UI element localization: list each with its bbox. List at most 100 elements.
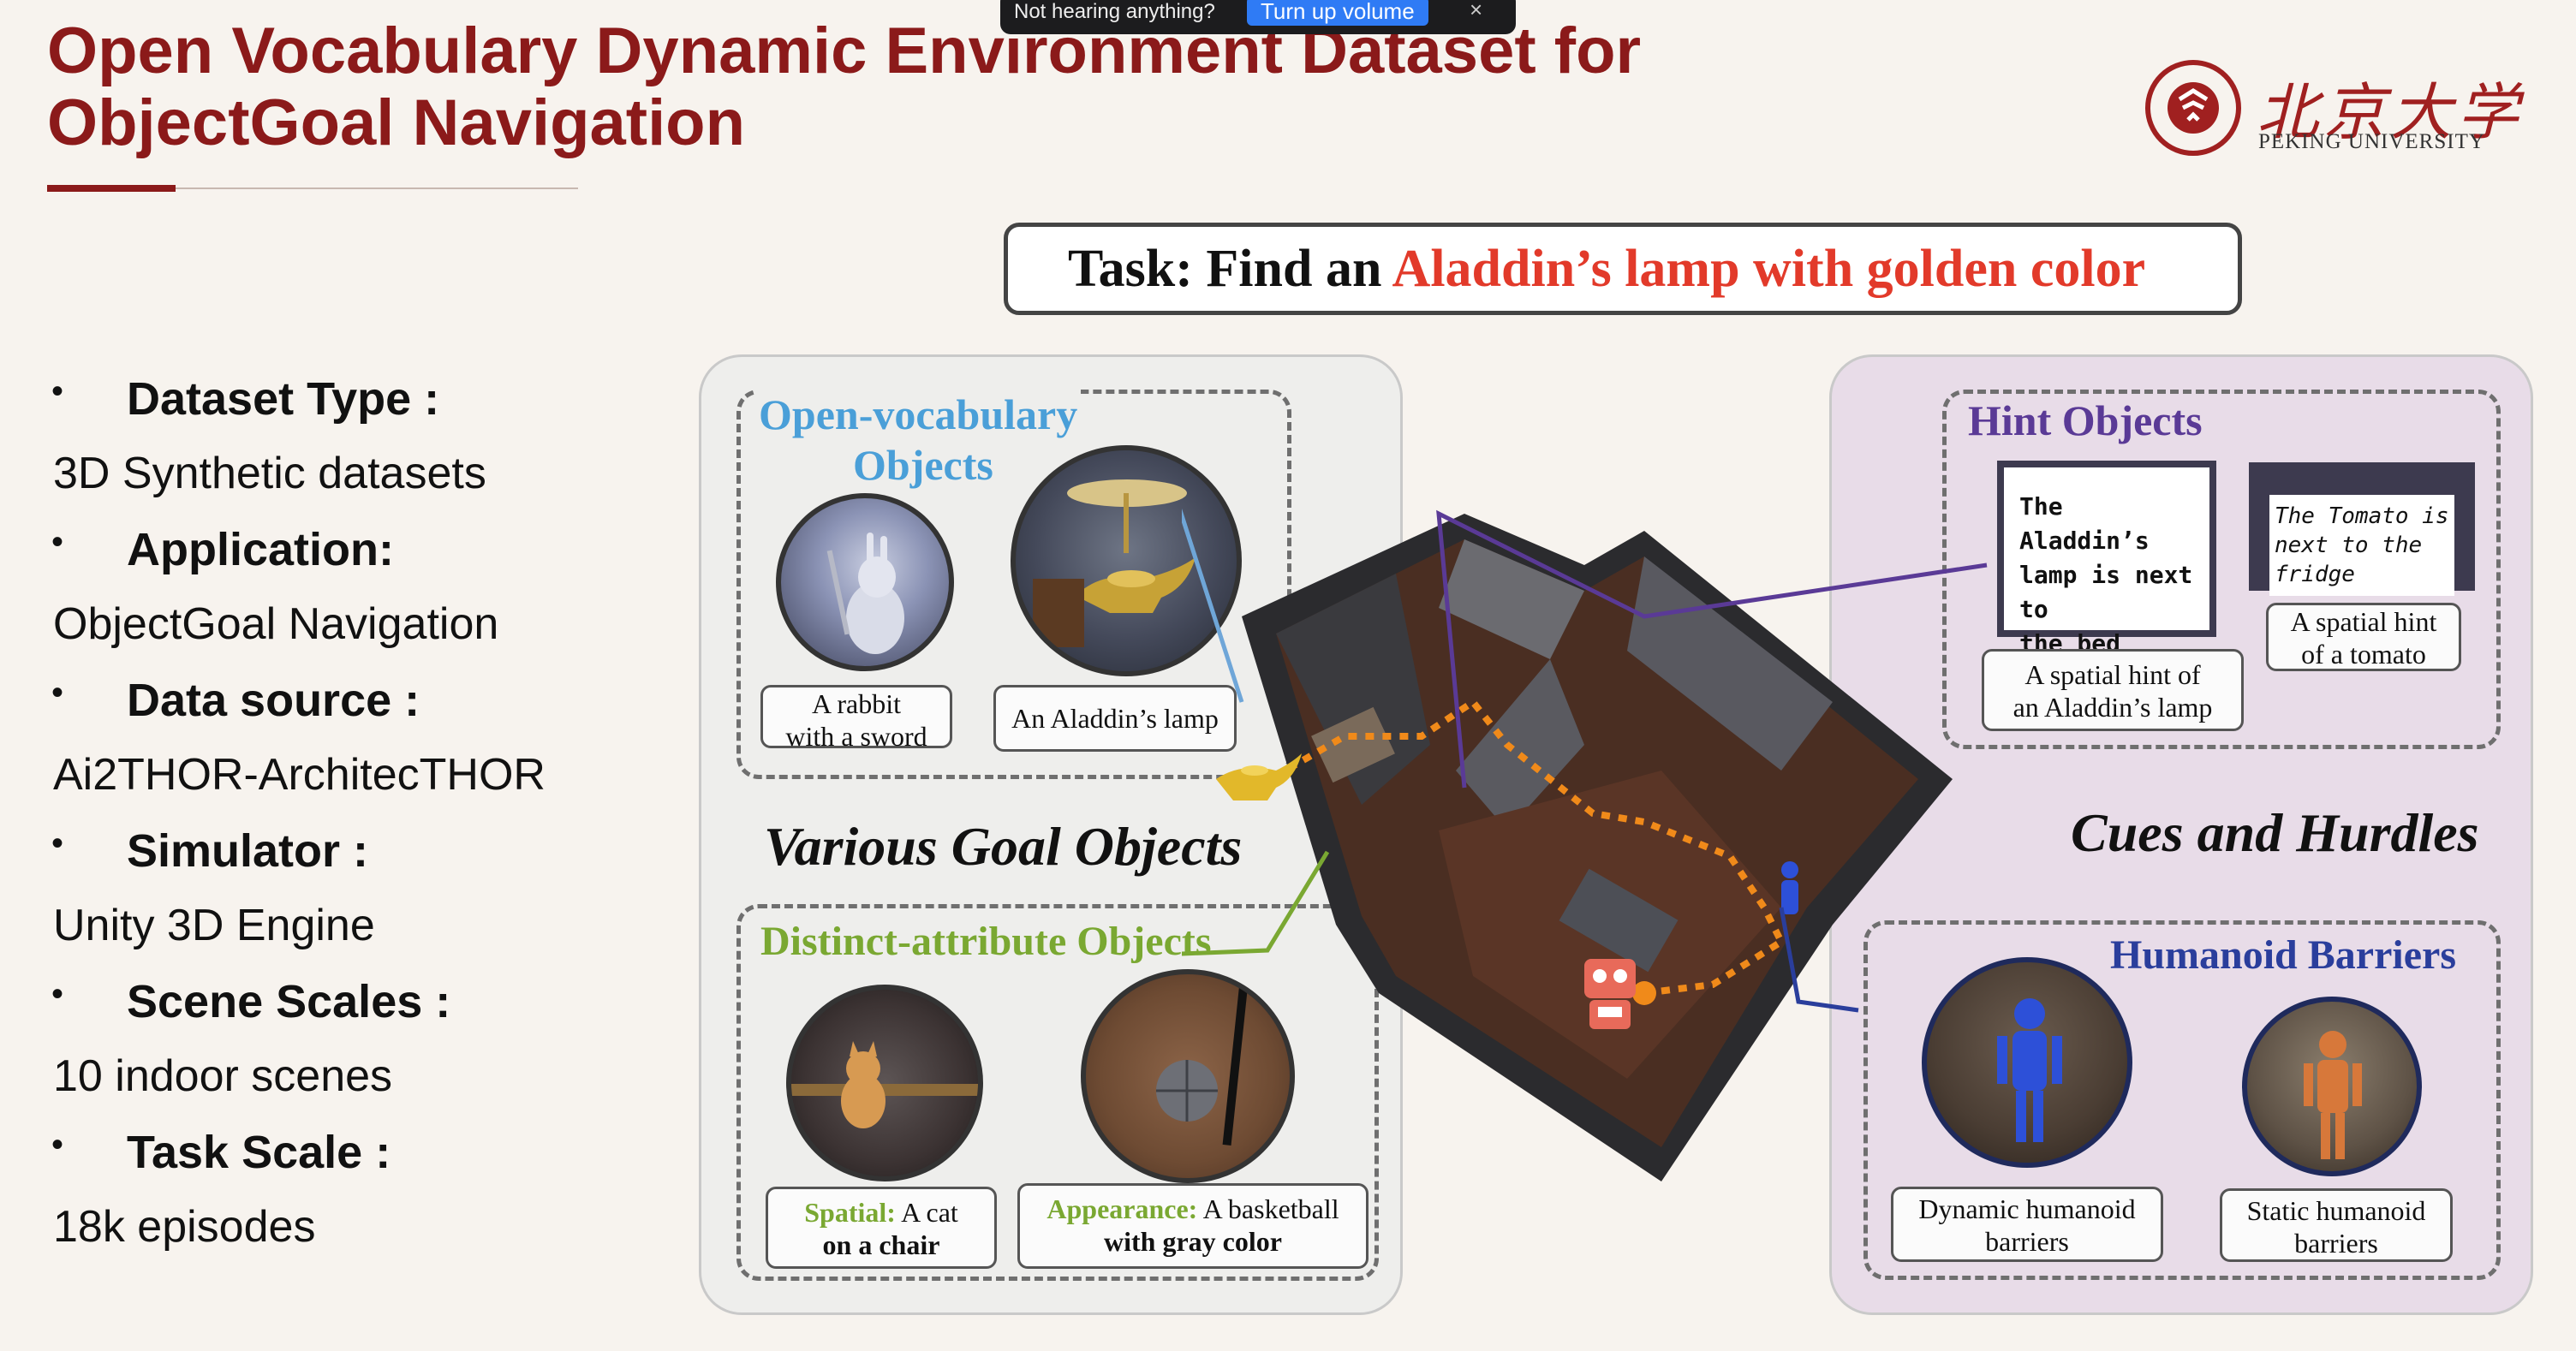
humanoid-barriers-box [1863, 920, 2501, 1280]
hint-note-line: next to the fridge [2275, 533, 2423, 587]
rabbit-with-sword-image [776, 493, 954, 671]
fact-value: Unity 3D Engine [53, 901, 375, 950]
turn-up-volume-button[interactable]: Turn up volume [1247, 0, 1428, 26]
open-vocabulary-title: Open-vocabulary [755, 390, 1082, 439]
cat-caption-text-2: on a chair [822, 1229, 940, 1260]
task-prefix: Task: Find an [1068, 240, 1392, 298]
bed [1311, 706, 1395, 783]
cat-caption-text-1: A cat [895, 1197, 958, 1228]
cat-caption-line-1: Spatial: A cat [768, 1196, 994, 1229]
fact-value: 3D Synthetic datasets [53, 449, 486, 498]
audio-notification-toast: Not hearing anything? Turn up volume × [1000, 0, 1516, 34]
dynamic-humanoid-caption-line-2: barriers [1985, 1226, 2069, 1257]
hint-note-line: The Tomato is [2275, 503, 2449, 529]
fact-value: 10 indoor scenes [53, 1051, 393, 1101]
fact-item: • Dataset Type : 3D Synthetic datasets [51, 364, 668, 515]
aladdin-hint-caption-line-1: A spatial hint of [2024, 659, 2201, 690]
bullet-icon: • [51, 674, 64, 711]
title-underline [176, 187, 578, 189]
slide-title: Open Vocabulary Dynamic Environment Data… [47, 15, 1760, 159]
bullet-icon: • [51, 824, 64, 862]
fact-item: • Task Scale : 18k episodes [51, 1117, 668, 1268]
distinct-attribute-box [736, 904, 1379, 1281]
static-humanoid-caption-line-1: Static humanoid [2246, 1195, 2426, 1226]
rabbit-caption-line-1: A rabbit [812, 688, 901, 719]
basketball-caption-text-2: with gray color [1104, 1226, 1282, 1257]
scene-humanoid-marker [1781, 861, 1798, 914]
fact-label: Simulator : [127, 825, 369, 877]
navigation-path [1256, 697, 1786, 997]
bullet-icon: • [51, 975, 64, 1013]
humanoid-connector-arrow [1779, 907, 1859, 1013]
humanoid-barriers-title: Humanoid Barriers [2107, 931, 2460, 979]
tomato-hint-caption: A spatial hint of a tomato [2266, 603, 2461, 671]
bullet-icon: • [51, 372, 64, 410]
slide-title-line-2: ObjectGoal Navigation [47, 86, 746, 159]
fact-label: Application: [127, 524, 394, 575]
cat-caption: Spatial: A cat on a chair [766, 1187, 997, 1269]
fact-label: Data source : [127, 675, 420, 726]
basketball-caption: Appearance: A basketball with gray color [1017, 1183, 1368, 1269]
spatial-label: Spatial: [804, 1197, 896, 1228]
hint-objects-title: Hint Objects [1968, 396, 2203, 444]
hint-note-line: The Aladdin’s [2019, 492, 2150, 555]
lamp-connector-arrow [1182, 509, 1244, 703]
static-humanoid-caption: Static humanoid barriers [2220, 1188, 2453, 1262]
golden-lamp-marker [1216, 753, 1302, 800]
task-text: Task: Find an Aladdin’s lamp with golden… [1068, 239, 2145, 300]
dynamic-humanoid-caption: Dynamic humanoid barriers [1891, 1187, 2163, 1262]
aladdin-hint-caption-line-2: an Aladdin’s lamp [2012, 692, 2213, 723]
close-icon[interactable]: × [1470, 0, 1483, 22]
lamp-caption-text: An Aladdin’s lamp [1011, 703, 1219, 734]
hint-connector-arrow [1436, 509, 1988, 789]
fact-value: ObjectGoal Navigation [53, 599, 499, 649]
title-underline-accent [47, 185, 176, 192]
distinct-attribute-title: Distinct-attribute Objects [760, 919, 1212, 964]
basketball-connector-arrow [1182, 850, 1330, 956]
fact-label: Task Scale : [127, 1127, 391, 1178]
basketball-caption-text-1: A basketball [1197, 1193, 1339, 1224]
lamp-caption: An Aladdin’s lamp [993, 685, 1237, 752]
dynamic-humanoid-image [1922, 957, 2132, 1168]
open-vocabulary-title-2: Objects [853, 441, 993, 489]
hint-note-line: lamp is next to [2019, 561, 2193, 623]
cues-and-hurdles-title: Cues and Hurdles [2071, 802, 2479, 863]
dataset-facts-list: • Dataset Type : 3D Synthetic datasets •… [51, 364, 668, 1268]
inner-wall [1456, 659, 1584, 830]
fact-value: Ai2THOR-ArchitecTHOR [53, 750, 546, 800]
fact-label: Dataset Type : [127, 373, 440, 425]
pku-chinese-name: 北京大学 [2257, 76, 2525, 148]
pku-seal-logo [2145, 60, 2241, 156]
static-humanoid-image [2242, 997, 2422, 1176]
bathroom-room [1439, 539, 1584, 659]
fact-value: 18k episodes [53, 1202, 316, 1252]
rabbit-caption-line-2: with a sword [785, 721, 927, 752]
aladdin-hint-caption: A spatial hint of an Aladdin’s lamp [1982, 649, 2244, 731]
tomato-hint-note: The Tomato is next to the fridge [2249, 462, 2475, 596]
toast-message: Not hearing anything? [1014, 0, 1215, 23]
gray-basketball-image [1081, 969, 1295, 1183]
path-end-marker [1632, 981, 1656, 1005]
fact-item: • Application: ObjectGoal Navigation [51, 515, 668, 665]
fact-item: • Scene Scales : 10 indoor scenes [51, 967, 668, 1117]
appearance-label: Appearance: [1046, 1193, 1198, 1224]
cat-on-chair-image [786, 985, 983, 1181]
basketball-caption-line-1: Appearance: A basketball [1020, 1193, 1366, 1225]
task-target: Aladdin’s lamp with golden color [1392, 240, 2146, 298]
fact-label: Scene Scales : [127, 976, 451, 1027]
bullet-icon: • [51, 523, 64, 561]
tomato-hint-caption-line-1: A spatial hint [2290, 606, 2437, 637]
rabbit-caption: A rabbit with a sword [760, 685, 952, 752]
static-humanoid-caption-line-2: barriers [2294, 1228, 2378, 1259]
tomato-note-card: The Tomato is next to the fridge [2269, 495, 2454, 596]
robot-agent-marker [1584, 959, 1636, 1029]
apartment-floorplan-illustration [1182, 509, 1988, 1181]
pku-english-name: PEKING UNIVERSITY [2258, 130, 2485, 153]
aladdin-lamp-image [1011, 445, 1242, 676]
task-banner: Task: Find an Aladdin’s lamp with golden… [1004, 223, 2242, 315]
dynamic-humanoid-caption-line-1: Dynamic humanoid [1918, 1193, 2136, 1224]
tomato-hint-caption-line-2: of a tomato [2301, 639, 2426, 670]
fact-item: • Data source : Ai2THOR-ArchitecTHOR [51, 665, 668, 816]
various-goal-objects-title: Various Goal Objects [764, 816, 1243, 877]
bullet-icon: • [51, 1126, 64, 1164]
